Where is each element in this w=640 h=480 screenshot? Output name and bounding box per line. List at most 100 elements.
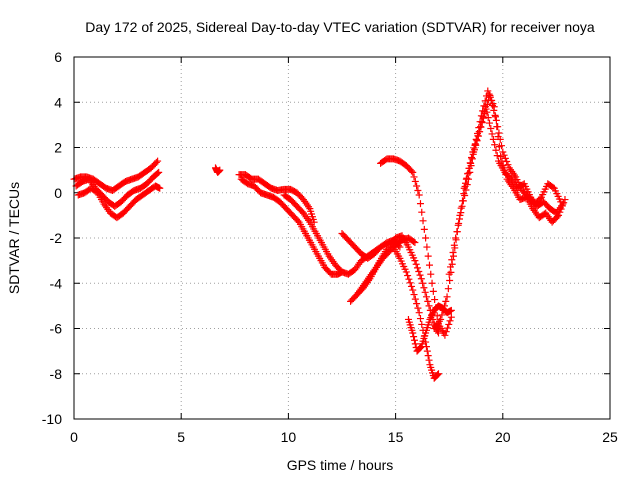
data-point xyxy=(469,150,477,158)
data-point xyxy=(499,148,507,156)
data-point xyxy=(494,123,502,131)
data-point xyxy=(411,340,419,348)
data-point xyxy=(487,124,495,132)
data-point xyxy=(557,205,565,213)
series-arc-c xyxy=(74,182,164,222)
series-arc-a xyxy=(70,157,162,194)
data-point xyxy=(458,202,466,210)
data-point xyxy=(410,238,418,246)
data-point xyxy=(536,195,544,203)
data-point xyxy=(437,315,445,323)
data-point xyxy=(416,315,424,323)
data-point xyxy=(504,161,512,169)
y-tick-label: -6 xyxy=(50,321,63,337)
data-point xyxy=(425,302,433,310)
data-point xyxy=(411,295,419,303)
data-point xyxy=(156,184,164,192)
data-point xyxy=(491,141,499,149)
data-point xyxy=(414,186,422,194)
data-point xyxy=(455,215,463,223)
data-point xyxy=(154,157,162,165)
data-point xyxy=(404,272,412,280)
y-tick-label: 4 xyxy=(54,94,62,110)
data-point xyxy=(434,371,442,379)
data-point xyxy=(446,263,454,271)
y-tick-label: -8 xyxy=(50,366,63,382)
data-point xyxy=(454,221,462,229)
data-point xyxy=(410,291,418,299)
x-tick-label: 0 xyxy=(70,429,78,445)
data-point xyxy=(425,261,433,269)
data-point xyxy=(499,162,507,170)
x-tick-label: 15 xyxy=(388,429,404,445)
y-tick-label: 0 xyxy=(54,185,62,201)
x-tick-label: 25 xyxy=(602,429,618,445)
data-point xyxy=(152,158,160,166)
data-point xyxy=(405,275,413,283)
data-point xyxy=(473,137,481,145)
x-tick-label: 20 xyxy=(495,429,511,445)
series-arc-d xyxy=(212,164,224,176)
data-point xyxy=(415,191,423,199)
data-point xyxy=(411,239,419,247)
data-point xyxy=(474,132,482,140)
y-tick-label: -10 xyxy=(42,411,62,427)
data-point xyxy=(498,142,506,150)
data-point xyxy=(477,123,485,131)
data-point xyxy=(428,279,436,287)
data-point xyxy=(421,288,429,296)
data-point xyxy=(484,87,492,95)
data-point xyxy=(409,168,417,176)
data-point xyxy=(497,153,505,161)
data-point xyxy=(461,179,469,187)
data-point xyxy=(489,101,497,109)
data-point xyxy=(463,174,471,182)
grid xyxy=(74,57,610,419)
series-arc-l xyxy=(389,243,442,382)
data-point xyxy=(485,90,493,98)
data-point xyxy=(493,152,501,160)
data-point xyxy=(402,268,410,276)
data-point xyxy=(409,329,417,337)
data-point xyxy=(467,159,475,167)
data-point xyxy=(413,264,421,272)
data-point xyxy=(486,119,494,127)
data-point xyxy=(500,151,508,159)
data-point xyxy=(482,105,490,113)
data-point xyxy=(491,111,499,119)
data-point xyxy=(465,164,473,172)
data-point xyxy=(447,306,455,314)
y-axis-label: SDTVAR / TECUs xyxy=(6,182,22,294)
data-point xyxy=(470,146,478,154)
data-point xyxy=(461,191,469,199)
data-point xyxy=(442,328,450,336)
data-point xyxy=(490,106,498,114)
data-point xyxy=(434,370,442,378)
data-point xyxy=(472,141,480,149)
data-point xyxy=(419,217,427,225)
data-point xyxy=(155,168,163,176)
data-point xyxy=(492,146,500,154)
data-point xyxy=(431,296,439,304)
data-point xyxy=(460,184,468,192)
data-point xyxy=(444,285,452,293)
data-point xyxy=(549,183,557,191)
data-point xyxy=(407,282,415,290)
data-point xyxy=(468,155,476,163)
data-point xyxy=(417,275,425,283)
data-point xyxy=(422,293,430,301)
data-point xyxy=(407,167,415,175)
data-point xyxy=(411,177,419,185)
data-point xyxy=(420,225,428,233)
data-point xyxy=(483,101,491,109)
data-point xyxy=(448,256,456,264)
data-point xyxy=(415,267,423,275)
data-point xyxy=(555,211,563,219)
data-point xyxy=(464,175,472,183)
data-point xyxy=(420,284,428,292)
data-point xyxy=(413,182,421,190)
data-point xyxy=(440,302,448,310)
data-point xyxy=(481,110,489,118)
data-point xyxy=(413,300,421,308)
